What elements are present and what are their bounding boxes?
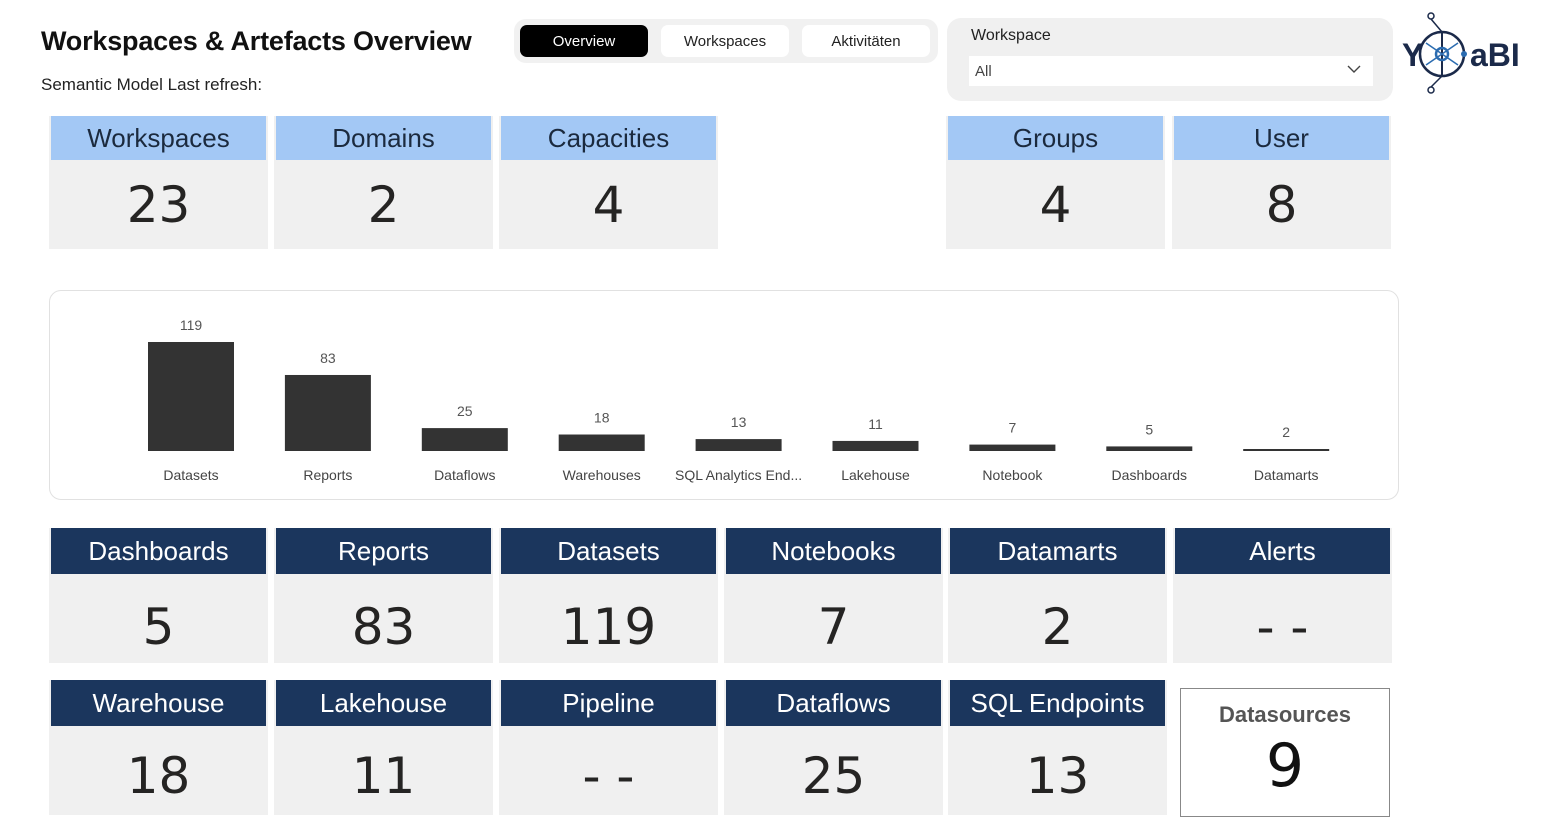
kpi-value: 2	[367, 176, 400, 234]
bar-data-label: 7	[1009, 420, 1017, 436]
kpi-card-capacities: Capacities 4	[499, 116, 718, 249]
kpi-value: - -	[1256, 598, 1309, 656]
bar-data-label: 2	[1282, 424, 1290, 440]
bar-lakehouse[interactable]	[832, 440, 919, 451]
x-axis-tick-label: Reports	[303, 467, 352, 483]
kpi-value: 119	[560, 598, 657, 656]
kpi-value: - -	[582, 747, 635, 805]
network-globe-icon	[1418, 12, 1467, 94]
kpi-value: 23	[126, 176, 191, 234]
kpi-value: 5	[142, 598, 175, 656]
kpi-value: 11	[351, 747, 416, 805]
x-axis-tick-label: Dataflows	[434, 467, 495, 483]
kpi-card-pipeline: Pipeline - -	[499, 680, 718, 815]
kpi-card-user: User 8	[1172, 116, 1391, 249]
tab-overview[interactable]: Overview	[520, 25, 648, 57]
datasources-card: Datasources 9	[1180, 688, 1390, 817]
svg-text:aBI: aBI	[1470, 37, 1520, 73]
svg-text:Y: Y	[1402, 37, 1423, 73]
kpi-value: 2	[1041, 598, 1074, 656]
kpi-label: Notebooks	[726, 528, 941, 574]
bar-notebook[interactable]	[969, 444, 1056, 451]
kpi-label: SQL Endpoints	[950, 680, 1165, 726]
page-navigator: Overview Workspaces Aktivitäten	[514, 19, 938, 63]
kpi-label: Datasets	[501, 528, 716, 574]
x-axis-tick-label: Lakehouse	[841, 467, 910, 483]
kpi-value: 13	[1025, 747, 1090, 805]
kpi-label: Lakehouse	[276, 680, 491, 726]
kpi-card-dataflows: Dataflows 25	[724, 680, 943, 815]
kpi-label: Pipeline	[501, 680, 716, 726]
x-axis-tick-label: Datasets	[163, 467, 218, 483]
kpi-card-lakehouse: Lakehouse 11	[274, 680, 493, 815]
x-axis-tick-label: Dashboards	[1112, 467, 1188, 483]
kpi-label: User	[1174, 116, 1389, 160]
bar-data-label: 13	[731, 414, 747, 430]
kpi-label: Domains	[276, 116, 491, 160]
kpi-label: Capacities	[501, 116, 716, 160]
bar-chart-svg: 119Datasets83Reports25Dataflows18Warehou…	[148, 317, 1330, 483]
last-refresh-label: Semantic Model Last refresh:	[41, 75, 263, 94]
kpi-label: Groups	[948, 116, 1163, 160]
kpi-value: 25	[801, 747, 866, 805]
slicer-title: Workspace	[971, 27, 1051, 44]
bar-datasets[interactable]	[148, 342, 234, 451]
yoabi-logo: Y aBI	[1402, 12, 1520, 94]
datasources-label: Datasources	[1218, 702, 1352, 727]
kpi-card-domains: Domains 2	[274, 116, 493, 249]
kpi-label: Dataflows	[726, 680, 941, 726]
kpi-label: Warehouse	[51, 680, 266, 726]
kpi-card-datamarts: Datamarts 2	[948, 528, 1167, 663]
kpi-card-notebooks: Notebooks 7	[724, 528, 943, 663]
page-title: Workspaces & Artefacts Overview	[41, 26, 472, 56]
kpi-card-reports: Reports 83	[274, 528, 493, 663]
slicer-selected-value: All	[975, 63, 992, 80]
x-axis-tick-label: Datamarts	[1254, 467, 1319, 483]
kpi-card-sql-endpoints: SQL Endpoints 13	[948, 680, 1167, 815]
x-axis-tick-label: SQL Analytics End...	[675, 467, 802, 483]
workspace-slicer: Workspace All	[947, 18, 1393, 101]
x-axis-tick-label: Notebook	[982, 467, 1043, 483]
bar-data-label: 18	[594, 410, 610, 426]
tab-aktivitaeten[interactable]: Aktivitäten	[802, 25, 930, 57]
workspace-dropdown[interactable]: All	[969, 56, 1373, 86]
tab-workspaces[interactable]: Workspaces	[661, 25, 789, 57]
kpi-label: Dashboards	[51, 528, 266, 574]
kpi-value: 18	[126, 747, 191, 805]
kpi-card-datasets: Datasets 119	[499, 528, 718, 663]
bar-reports[interactable]	[284, 374, 371, 451]
bar-data-label: 11	[868, 416, 883, 432]
kpi-value: 83	[351, 598, 416, 656]
bar-data-label: 5	[1145, 421, 1153, 437]
kpi-label: Reports	[276, 528, 491, 574]
kpi-value: 7	[817, 598, 850, 656]
bar-data-label: 83	[320, 350, 336, 366]
kpi-value: 4	[592, 176, 625, 234]
chevron-down-icon	[1347, 65, 1361, 73]
bar-sql-analytics-end[interactable]	[695, 439, 782, 451]
kpi-value: 4	[1039, 176, 1072, 234]
kpi-card-groups: Groups 4	[946, 116, 1165, 249]
kpi-card-dashboards: Dashboards 5	[49, 528, 268, 663]
bar-warehouses[interactable]	[558, 434, 645, 451]
kpi-card-alerts: Alerts - -	[1173, 528, 1392, 663]
datasources-value: 9	[1265, 731, 1305, 801]
kpi-label: Workspaces	[51, 116, 266, 160]
kpi-value: 8	[1265, 176, 1298, 234]
bar-data-label: 25	[457, 403, 473, 419]
x-axis-tick-label: Warehouses	[563, 467, 641, 483]
kpi-card-workspaces: Workspaces 23	[49, 116, 268, 249]
kpi-card-warehouse: Warehouse 18	[49, 680, 268, 815]
kpi-label: Alerts	[1175, 528, 1390, 574]
kpi-label: Datamarts	[950, 528, 1165, 574]
bar-data-label: 119	[180, 317, 203, 333]
artefacts-bar-chart: 119 Datasets 83 Reports 25 Dataflows 18 Warehou…	[49, 290, 1399, 500]
bar-dashboards[interactable]	[1106, 446, 1193, 451]
bar-datamarts[interactable]	[1243, 449, 1330, 451]
bar-dataflows[interactable]	[421, 428, 508, 451]
